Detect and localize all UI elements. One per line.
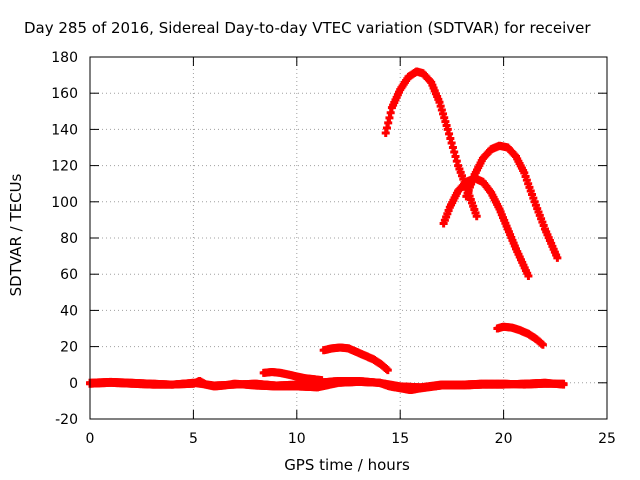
tick-labels: -20 0 20 40 60 80 100 120 140 160 180 0 5 10 15 20 25 — [51, 50, 616, 447]
y-tick-label: 160 — [51, 86, 78, 102]
series-arc-peak-6 — [259, 367, 326, 385]
data-point — [553, 253, 562, 262]
x-tick-label: 0 — [86, 431, 95, 447]
data-points — [86, 67, 568, 395]
y-tick-label: 120 — [51, 159, 78, 175]
data-point — [559, 379, 568, 388]
x-tick-label: 25 — [598, 431, 616, 447]
grid-lines — [90, 57, 607, 419]
y-tick-label: 180 — [51, 50, 78, 66]
series-arc-peak-31 — [493, 322, 547, 349]
y-tick-label: 20 — [60, 340, 78, 356]
y-tick-label: 140 — [51, 122, 78, 138]
series-arc-peak-113 — [439, 174, 533, 281]
y-axis-label: SDTVAR / TECUs — [7, 173, 25, 296]
data-point — [472, 212, 481, 221]
series-baseline-b — [86, 376, 568, 392]
chart-title: Day 285 of 2016, Sidereal Day-to-day VTE… — [24, 19, 591, 37]
x-tick-label: 20 — [495, 431, 513, 447]
data-point — [383, 366, 392, 375]
x-axis-label: GPS time / hours — [284, 456, 410, 474]
y-tick-label: 60 — [60, 267, 78, 283]
x-tick-label: 15 — [391, 431, 409, 447]
y-tick-label: 100 — [51, 195, 78, 211]
y-tick-label: 80 — [60, 231, 78, 247]
data-point — [538, 340, 547, 349]
plot-frame — [89, 56, 608, 420]
x-tick-label: 10 — [288, 431, 306, 447]
x-tick-label: 5 — [189, 431, 198, 447]
series-arc-peak-19 — [319, 343, 392, 375]
y-tick-label: -20 — [55, 412, 78, 428]
y-tick-label: 40 — [60, 303, 78, 319]
y-tick-label: 0 — [69, 376, 78, 392]
data-point — [524, 272, 533, 281]
